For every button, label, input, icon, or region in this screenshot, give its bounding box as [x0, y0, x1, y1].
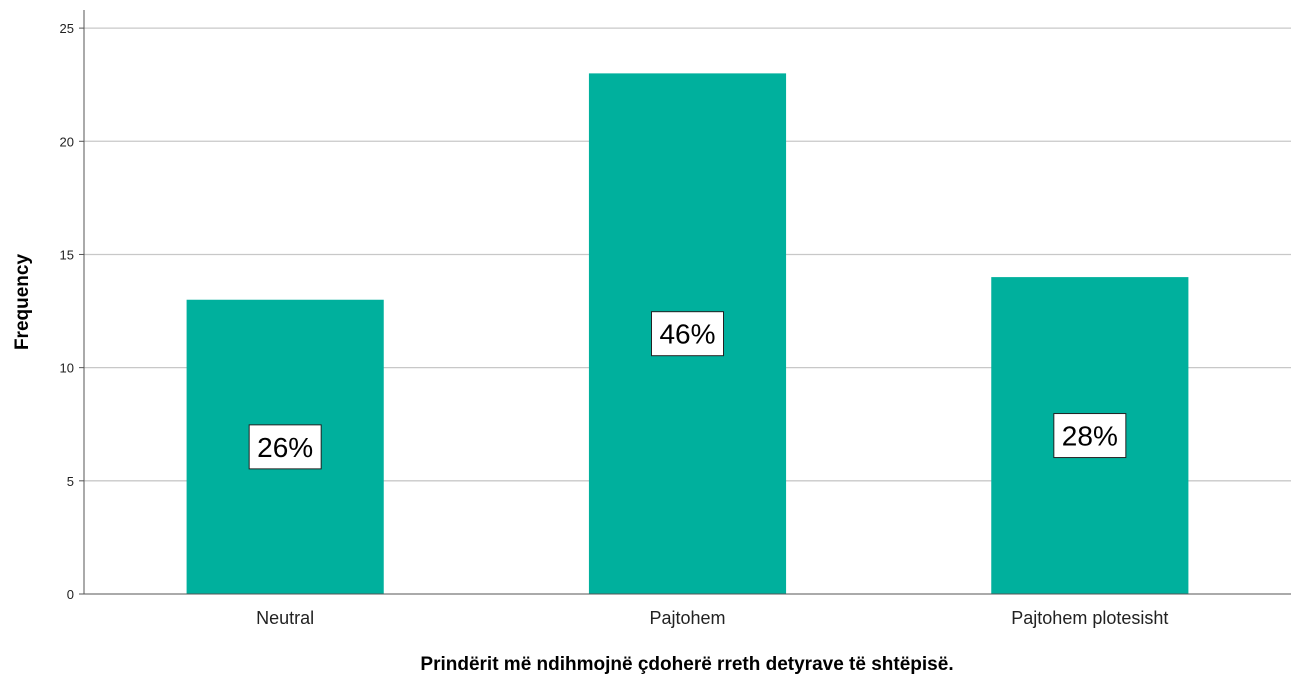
x-tick-label: Pajtohem: [649, 608, 725, 628]
y-tick-label: 20: [60, 134, 74, 149]
data-label-box: [651, 311, 724, 357]
y-axis-title: Frequency: [12, 254, 33, 351]
x-axis-ticks: Neutral Pajtohem Pajtohem plotesisht: [256, 608, 1168, 628]
x-axis-title: Prindërit më ndihmojnë çdoherë rreth det…: [420, 654, 953, 675]
y-tick-label: 25: [60, 21, 74, 36]
y-tick-label: 5: [67, 474, 74, 489]
data-label-box: [248, 424, 322, 470]
y-tick-label: 0: [67, 587, 74, 602]
data-label-box: [1053, 413, 1127, 459]
y-tick-label: 10: [60, 361, 74, 376]
y-axis-ticks: 0 5 10 15 20 25: [60, 21, 84, 602]
data-labels: 26% 46% 28%: [248, 311, 1127, 470]
data-label: 28%: [1062, 421, 1118, 452]
y-tick-label: 15: [60, 247, 74, 262]
data-label: 26%: [257, 432, 313, 463]
x-tick-label: Neutral: [256, 608, 314, 628]
x-tick-label: Pajtohem plotesisht: [1011, 608, 1168, 628]
data-label: 46%: [659, 319, 715, 350]
